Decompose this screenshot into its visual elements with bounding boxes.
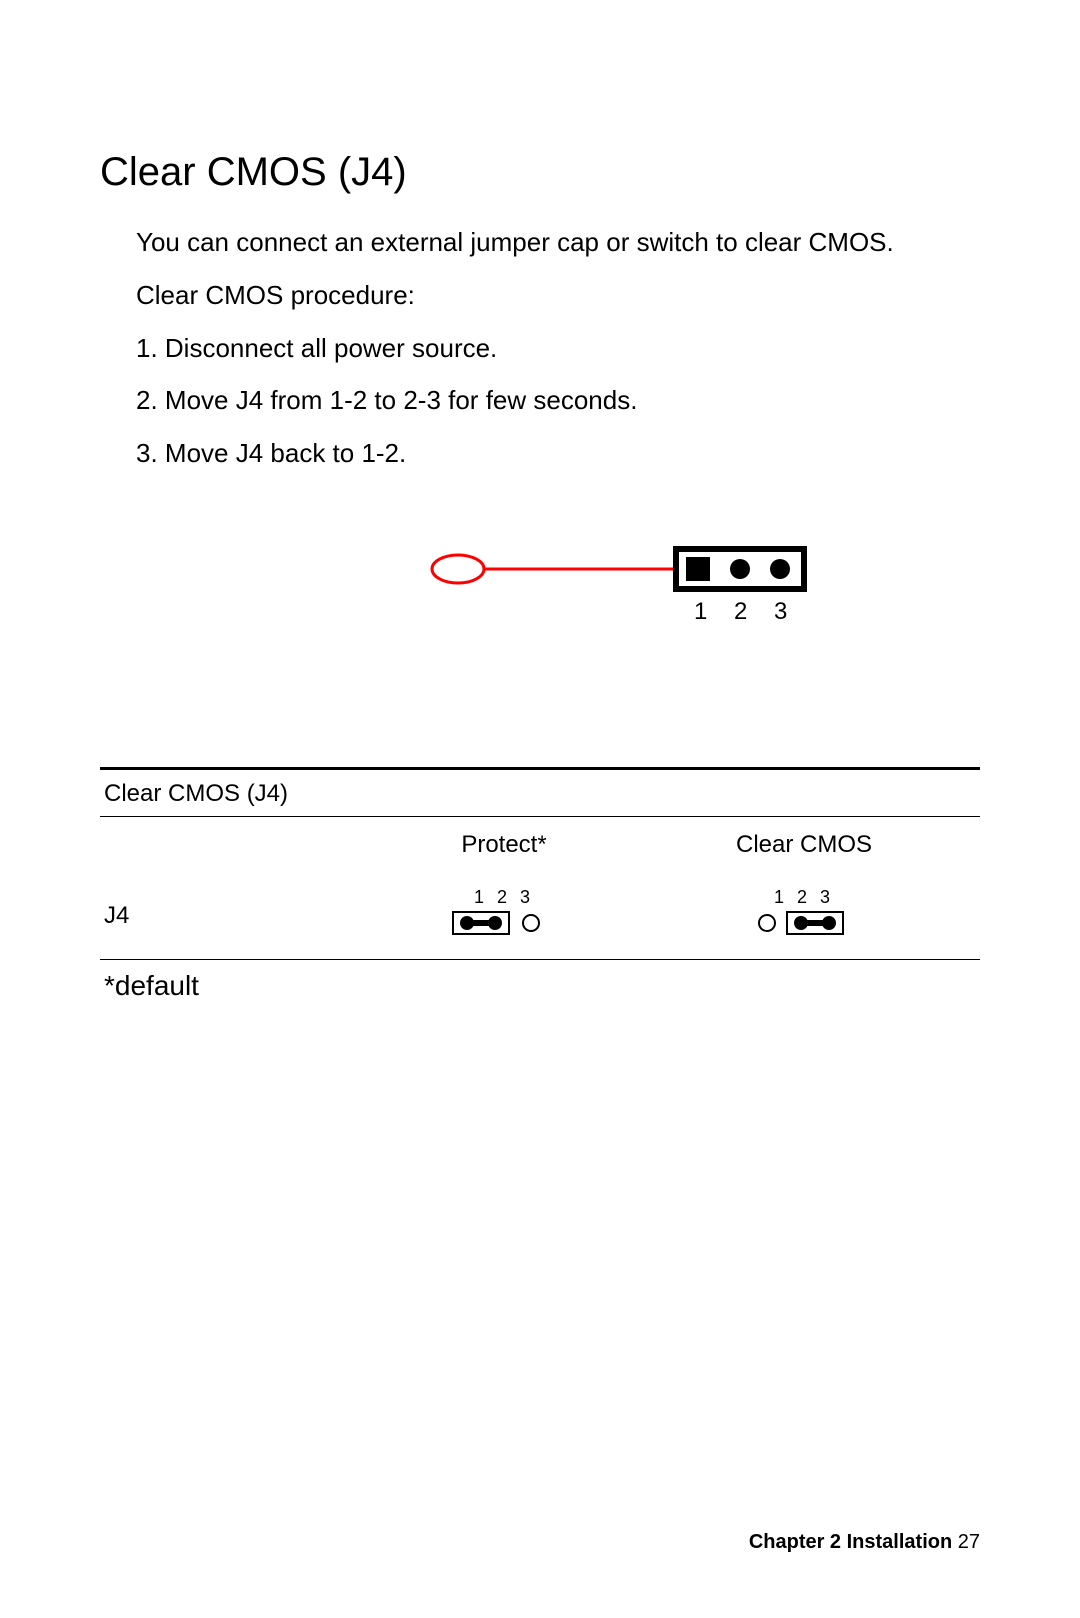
svg-text:1: 1 — [694, 598, 707, 625]
page-footer: Chapter 2 Installation 27 — [749, 1531, 980, 1554]
svg-text:3: 3 — [774, 598, 787, 625]
footer-page-number: 27 — [958, 1531, 980, 1553]
svg-text:2: 2 — [734, 598, 747, 625]
jumper-protect-diagram: 1 2 3 — [354, 887, 654, 945]
default-note: *default — [100, 960, 980, 1002]
para-1: You can connect an external jumper cap o… — [136, 219, 980, 266]
top-jumper-diagram: 1 2 3 — [100, 537, 980, 657]
table-header-protect: Protect* — [354, 831, 654, 859]
para-3: 1. Disconnect all power source. — [136, 325, 980, 372]
footer-chapter: Chapter 2 Installation — [749, 1531, 952, 1553]
pin-labels-protect: 1 2 3 — [354, 887, 654, 908]
para-2: Clear CMOS procedure: — [136, 272, 980, 319]
table-title: Clear CMOS (J4) — [100, 770, 980, 816]
table-header-clear: Clear CMOS — [654, 831, 954, 859]
pin-labels-clear: 1 2 3 — [654, 887, 954, 908]
section-title: Clear CMOS (J4) — [100, 150, 980, 195]
jumper-clear-diagram: 1 2 3 — [654, 887, 954, 945]
table-header-row: Protect* Clear CMOS — [100, 817, 980, 873]
table-row-label: J4 — [100, 902, 354, 930]
jumper-table: Clear CMOS (J4) Protect* Clear CMOS J4 1… — [100, 767, 980, 1002]
body-text: You can connect an external jumper cap o… — [136, 219, 980, 477]
para-5: 3. Move J4 back to 1-2. — [136, 430, 980, 477]
table-jumper-row: J4 1 2 3 1 2 3 — [100, 873, 980, 959]
para-4: 2. Move J4 from 1-2 to 2-3 for few secon… — [136, 377, 980, 424]
